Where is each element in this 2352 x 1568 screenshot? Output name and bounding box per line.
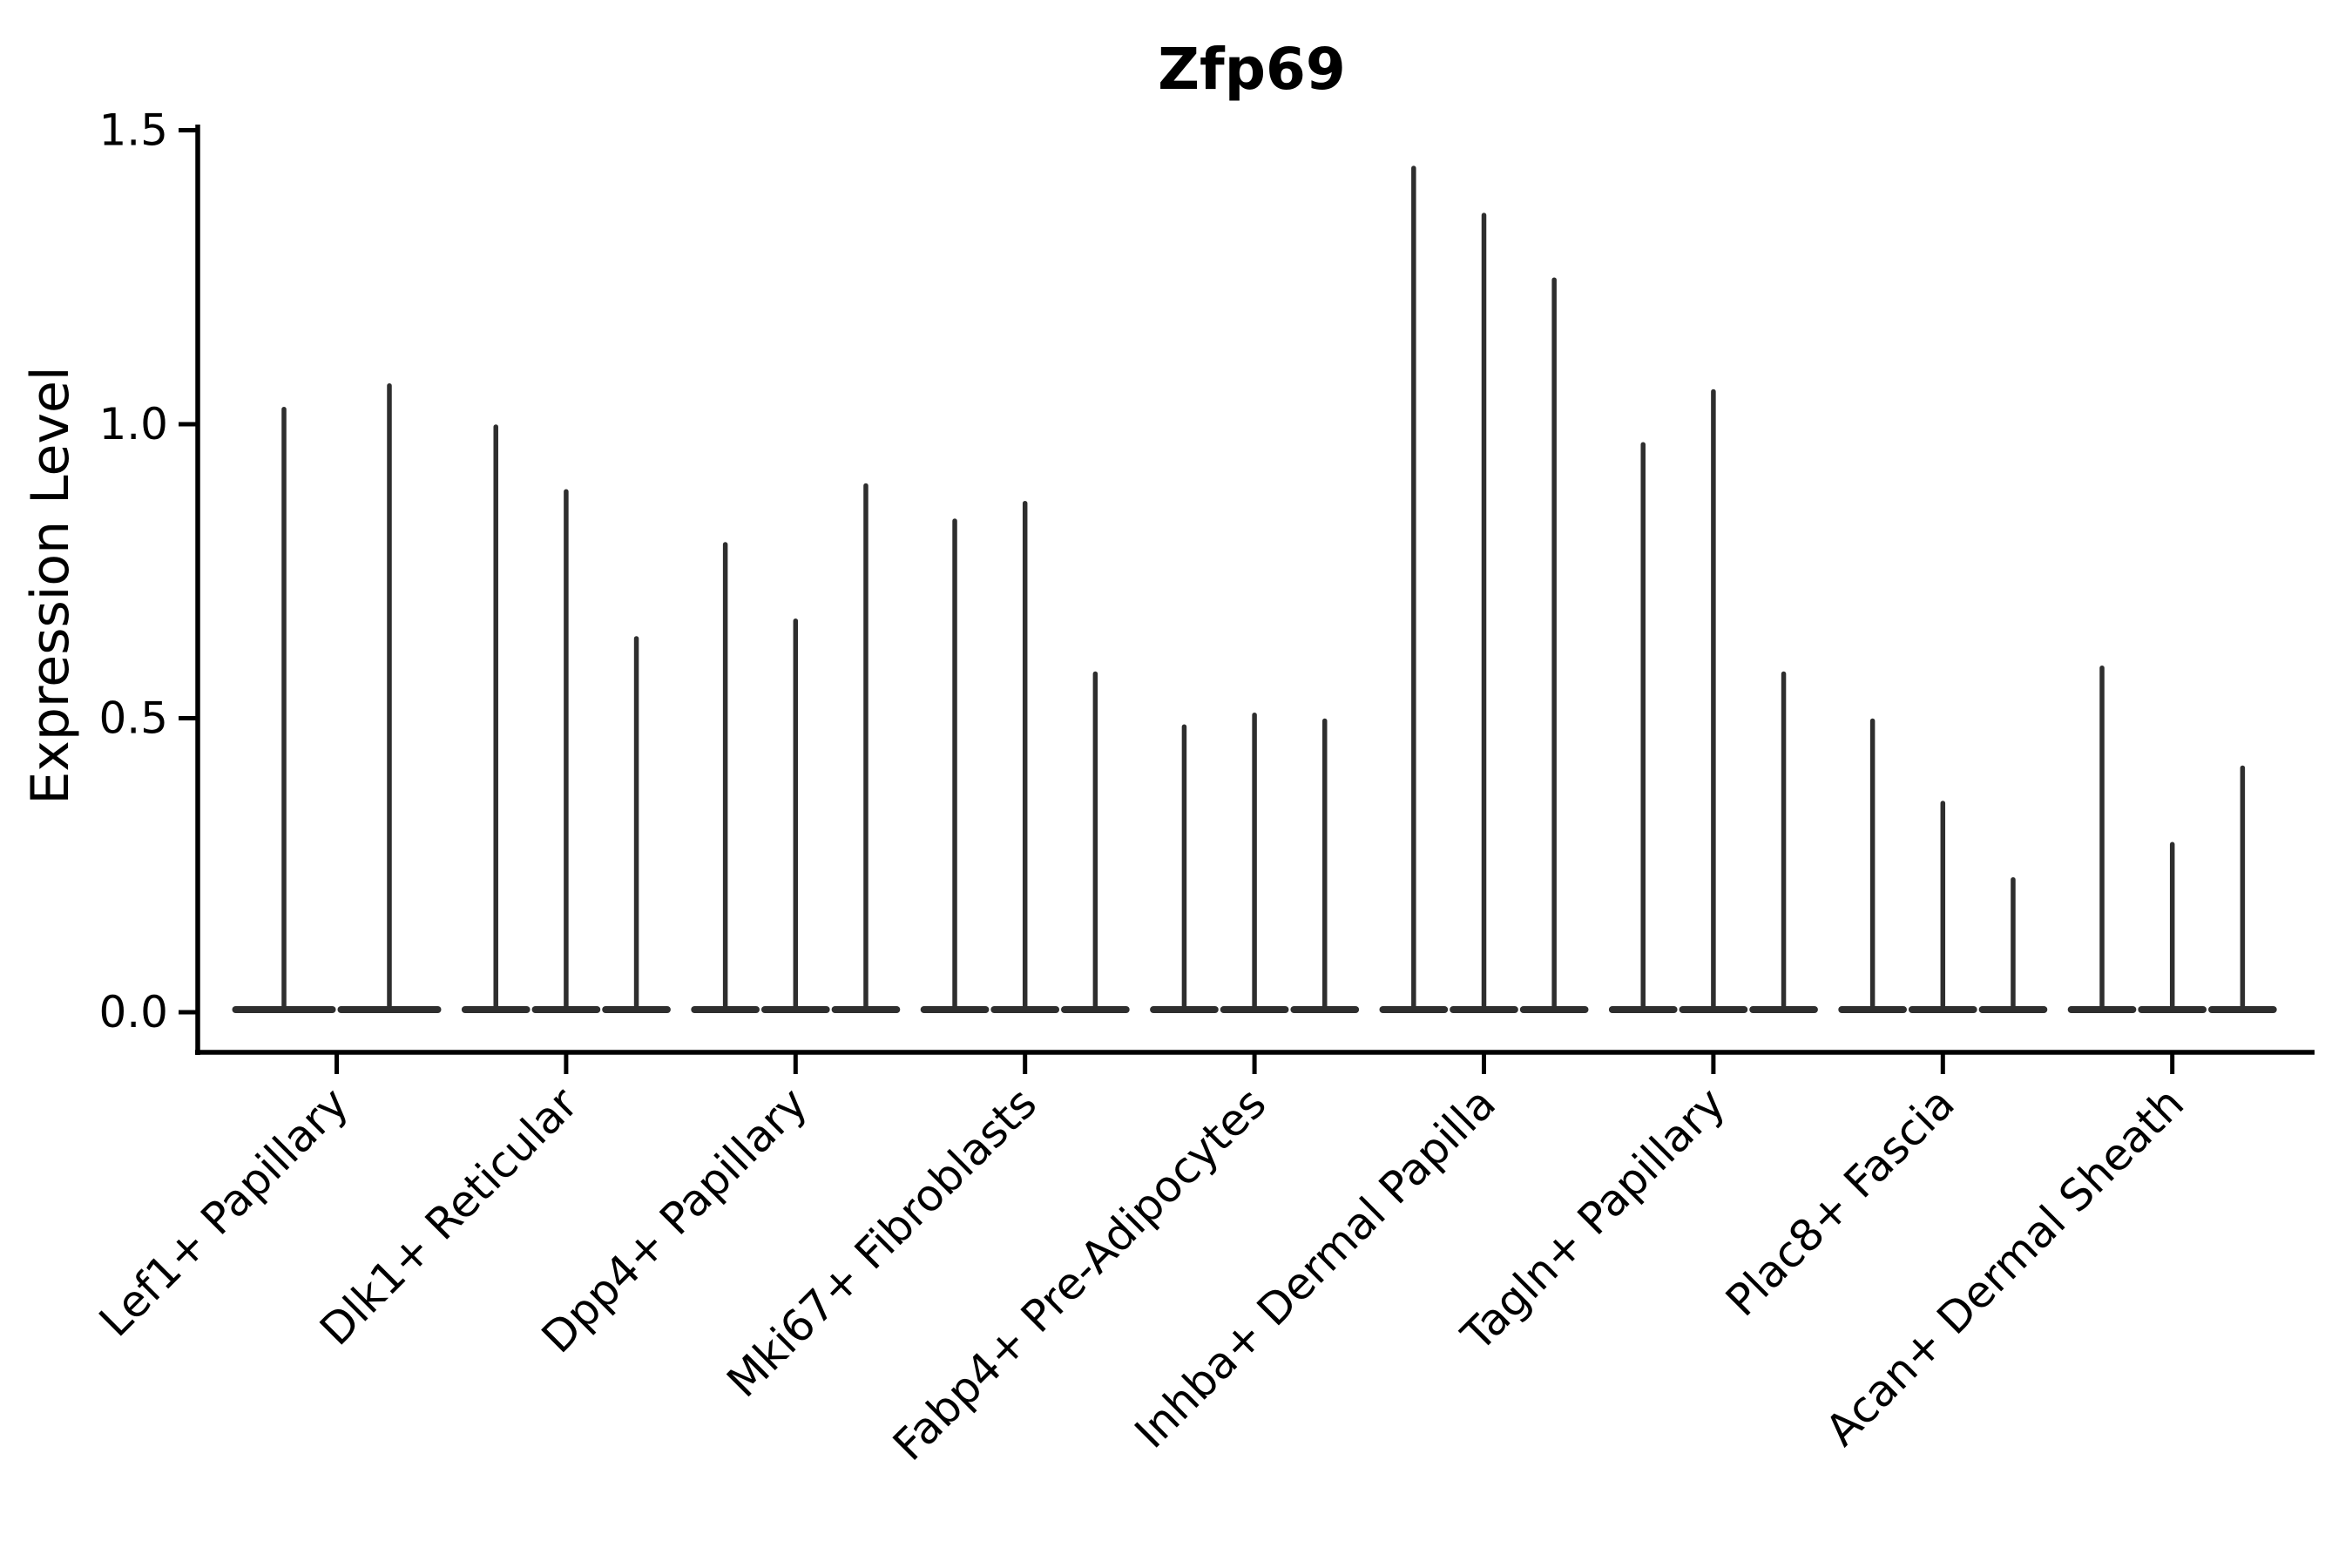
- x-tick-label: Lef1+ Papillary: [90, 1078, 358, 1346]
- y-axis-label: Expression Level: [20, 366, 81, 804]
- chart-title: Zfp69: [1158, 36, 1346, 103]
- y-tick-label: 0.0: [98, 987, 168, 1037]
- y-tick-label: 0.5: [98, 693, 168, 744]
- y-tick-label: 1.0: [98, 399, 168, 449]
- axes-layer: [179, 125, 2315, 1074]
- x-tick-label: Fabp4+ Pre-Adipocytes: [883, 1078, 1276, 1470]
- violins-layer: [232, 166, 2277, 1013]
- x-tick-label: Plac8+ Fascia: [1716, 1078, 1964, 1326]
- y-tick-label: 1.5: [98, 105, 168, 156]
